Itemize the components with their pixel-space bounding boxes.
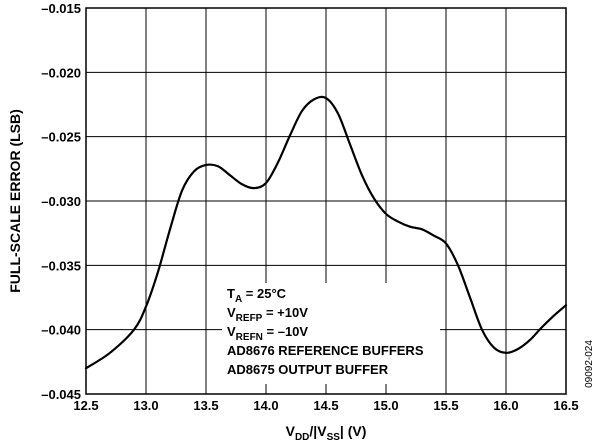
x-tick-label: 13.5 [193, 398, 218, 413]
y-axis-title: FULL-SCALE ERROR (LSB) [7, 109, 23, 293]
annotation-line: TA = 25°C [227, 286, 287, 305]
x-tick-label: 14.0 [253, 398, 278, 413]
y-tick-label: –0.035 [41, 258, 81, 273]
annotation-background [222, 283, 440, 384]
y-tick-label: –0.030 [41, 194, 81, 209]
x-tick-label: 14.5 [313, 398, 338, 413]
annotation-line: VREFN = –10V [227, 324, 308, 343]
x-axis-title: VDD/|VSS| (V) [286, 423, 367, 443]
y-tick-labels: –0.015 –0.020 –0.025 –0.030 –0.035 –0.040 –0.0… [41, 1, 81, 402]
x-tick-labels: 12.5 13.0 13.5 14.0 14.5 15.0 15.5 16.0 16.5 [73, 398, 578, 413]
annotation-line: AD8675 OUTPUT BUFFER [227, 362, 389, 377]
y-tick-label: –0.015 [41, 1, 81, 16]
x-tick-label: 15.0 [373, 398, 398, 413]
y-tick-label: –0.045 [41, 387, 81, 402]
y-tick-label: –0.020 [41, 65, 81, 80]
x-tick-label: 13.0 [133, 398, 158, 413]
y-tick-label: –0.040 [41, 323, 81, 338]
plot-frame [85, 7, 567, 395]
x-tick-label: 16.5 [553, 398, 578, 413]
figure-id: 09092-024 [584, 340, 595, 388]
x-tick-label: 16.0 [493, 398, 518, 413]
y-tick-label: –0.025 [41, 130, 81, 145]
series-line [84, 95, 568, 370]
annotation-line: VREFP = +10V [227, 305, 308, 324]
x-tick-label: 15.5 [433, 398, 458, 413]
x-tick-label: 12.5 [73, 398, 98, 413]
annotation-line: AD8676 REFERENCE BUFFERS [227, 343, 424, 358]
